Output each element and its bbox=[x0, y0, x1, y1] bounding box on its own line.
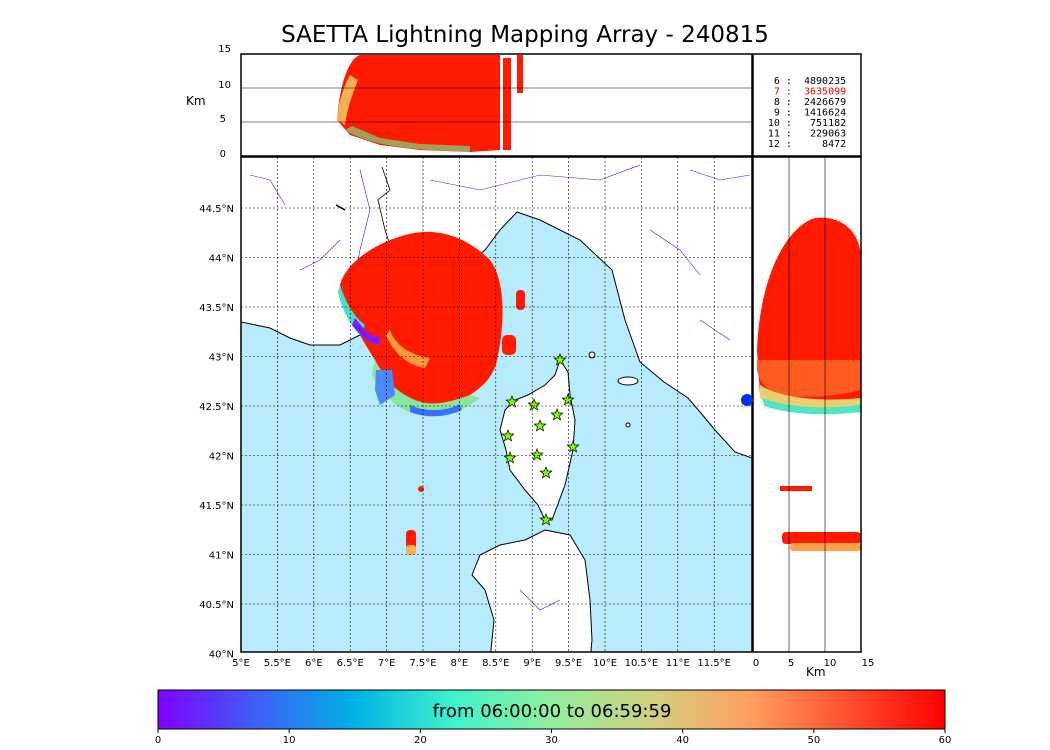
station-star-icon bbox=[539, 466, 553, 479]
colorbar-tick-label: 10 bbox=[283, 735, 296, 746]
lon-tick-label: 6°E bbox=[305, 658, 323, 669]
side-tick-0: 0 bbox=[753, 658, 759, 669]
map-panel: 5°E 5.5°E 6°E 6.5°E 7°E 7.5°E 8°E 8.5°E 9°E 9.5°E… bbox=[199, 156, 753, 669]
station-stat-row: 12 : 8472 bbox=[768, 139, 846, 150]
lma-stations bbox=[501, 353, 580, 526]
lon-tick-label: 5.5°E bbox=[264, 658, 291, 669]
lat-tick-label: 40°N bbox=[209, 650, 234, 661]
map-tick-labels: 5°E 5.5°E 6°E 6.5°E 7°E 7.5°E 8°E 8.5°E 9°E 9.5°E… bbox=[199, 204, 731, 669]
lon-tick-label: 8°E bbox=[451, 658, 469, 669]
lon-tick-label: 5°E bbox=[232, 658, 250, 669]
lon-tick-label: 7.5°E bbox=[409, 658, 436, 669]
station-star-icon bbox=[533, 419, 547, 432]
colorbar-tick-label: 50 bbox=[807, 735, 820, 746]
colorbar-time-range: from 06:00:00 to 06:59:59 bbox=[432, 701, 672, 722]
station-star-icon bbox=[561, 393, 575, 406]
station-star-icon bbox=[527, 398, 541, 411]
lat-tick-label: 40.5°N bbox=[199, 600, 234, 611]
lon-tick-label: 8.5°E bbox=[482, 658, 509, 669]
lat-tick-label: 44.5°N bbox=[199, 204, 234, 215]
station-stat-row: 6 : 4890235 bbox=[768, 76, 846, 87]
figure-title: SAETTA Lightning Mapping Array - 240815 bbox=[281, 22, 769, 48]
lat-tick-label: 42.5°N bbox=[199, 402, 234, 413]
colorbar-bar bbox=[157, 689, 946, 730]
colorbar-tick-label: 20 bbox=[414, 735, 427, 746]
lon-tick-label: 9°E bbox=[523, 658, 541, 669]
map-grid bbox=[241, 157, 752, 652]
lat-tick-label: 41.5°N bbox=[199, 501, 234, 512]
corsica-land bbox=[499, 358, 576, 521]
lightning-sources-map bbox=[338, 231, 525, 555]
station-star-icon bbox=[550, 408, 564, 421]
station-stat-row: 8 : 2426679 bbox=[768, 97, 846, 108]
lon-tick-label: 7°E bbox=[378, 658, 396, 669]
lat-tick-label: 42°N bbox=[209, 452, 234, 463]
altitude-lat-scatter bbox=[757, 217, 861, 551]
altitude-lon-panel: 15 10 5 0 Km bbox=[186, 44, 753, 160]
lat-tick-label: 43°N bbox=[209, 353, 234, 364]
colorbar-ticks: 0 10 20 30 40 50 60 bbox=[155, 729, 952, 746]
lat-tick-label: 43.5°N bbox=[199, 303, 234, 314]
edge-source-marker bbox=[741, 394, 753, 406]
lon-tick-label: 10°E bbox=[593, 658, 617, 669]
station-stats-box: 6 : 4890235 7 : 3635099 8 : 2426679 9 : … bbox=[752, 53, 862, 157]
station-stats-rows: 6 : 4890235 7 : 3635099 8 : 2426679 9 : … bbox=[768, 76, 846, 150]
lon-tick-label: 10.5°E bbox=[625, 658, 659, 669]
side-axis-label: Km bbox=[806, 665, 826, 679]
station-stat-row: 9 : 1416624 bbox=[768, 108, 846, 119]
colorbar: 0 10 20 30 40 50 60 bbox=[155, 689, 952, 746]
station-stat-row: 11 : 229063 bbox=[768, 129, 846, 140]
alt-tick-15: 15 bbox=[218, 44, 231, 55]
colorbar-tick-label: 30 bbox=[545, 735, 558, 746]
alt-tick-0: 0 bbox=[220, 149, 226, 160]
station-stat-row: 7 : 3635099 bbox=[768, 87, 846, 98]
mainland-land bbox=[241, 157, 752, 459]
lon-tick-label: 9.5°E bbox=[555, 658, 582, 669]
station-star-icon bbox=[553, 353, 567, 366]
colorbar-tick-label: 60 bbox=[939, 735, 952, 746]
colorbar-tick-label: 0 bbox=[155, 735, 161, 746]
side-tick-5: 5 bbox=[788, 658, 794, 669]
alt-tick-10: 10 bbox=[218, 80, 231, 91]
station-star-icon bbox=[539, 513, 553, 526]
side-tick-15: 15 bbox=[862, 658, 875, 669]
station-star-icon bbox=[530, 448, 544, 461]
altitude-lon-scatter bbox=[337, 55, 523, 152]
alt-tick-5: 5 bbox=[220, 114, 226, 125]
alt-axis-label: Km bbox=[186, 94, 206, 108]
lat-tick-label: 41°N bbox=[209, 551, 234, 562]
altitude-lat-panel: 0 5 10 15 Km bbox=[752, 156, 875, 679]
lat-tick-label: 44°N bbox=[209, 254, 234, 265]
station-star-icon bbox=[503, 451, 517, 464]
lon-tick-label: 11°E bbox=[666, 658, 690, 669]
station-star-icon bbox=[501, 429, 515, 442]
side-tick-10: 10 bbox=[824, 658, 837, 669]
colorbar-tick-label: 40 bbox=[676, 735, 689, 746]
lon-tick-label: 6.5°E bbox=[337, 658, 364, 669]
station-stat-row: 10 : 751182 bbox=[768, 118, 846, 129]
station-star-icon bbox=[505, 395, 519, 408]
lon-tick-label: 11.5°E bbox=[697, 658, 731, 669]
